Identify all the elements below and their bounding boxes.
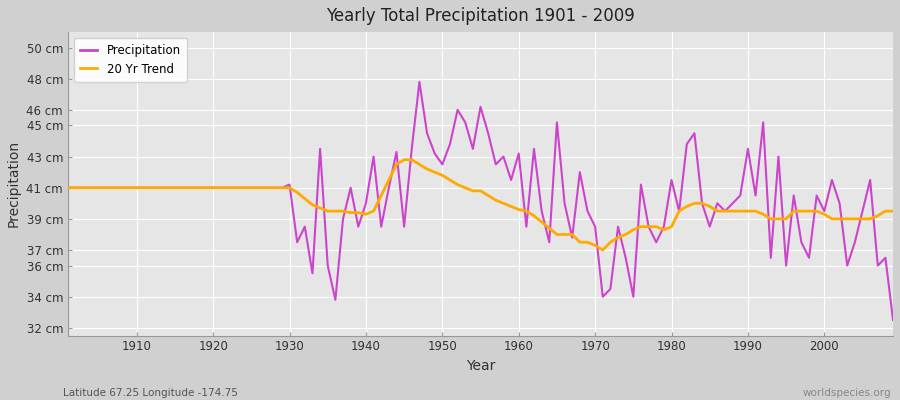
Y-axis label: Precipitation: Precipitation [7,140,21,228]
Legend: Precipitation, 20 Yr Trend: Precipitation, 20 Yr Trend [74,38,187,82]
Text: worldspecies.org: worldspecies.org [803,388,891,398]
Text: Latitude 67.25 Longitude -174.75: Latitude 67.25 Longitude -174.75 [63,388,238,398]
Title: Yearly Total Precipitation 1901 - 2009: Yearly Total Precipitation 1901 - 2009 [326,7,634,25]
X-axis label: Year: Year [466,359,495,373]
